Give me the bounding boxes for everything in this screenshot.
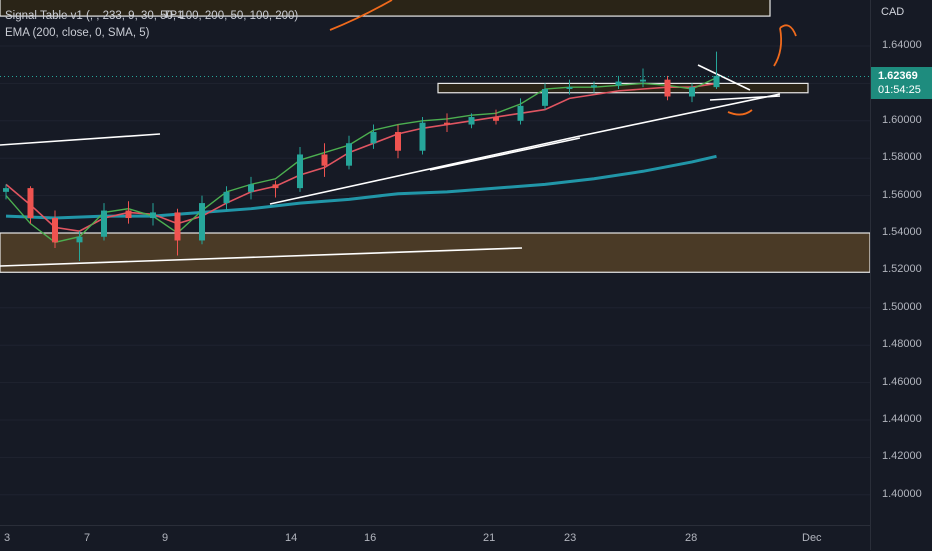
candle-body — [395, 132, 401, 151]
candle-body — [297, 154, 303, 189]
price-tick-label: 1.44000 — [882, 413, 922, 425]
time-tick-label: 7 — [84, 532, 91, 544]
supply-demand-zone — [0, 0, 771, 17]
trendline — [697, 64, 751, 91]
price-tick-label: 1.52000 — [882, 263, 922, 276]
candle-body — [174, 212, 181, 241]
candle-body — [199, 203, 205, 241]
trendline — [0, 247, 523, 267]
candle-body — [101, 210, 107, 237]
price-chart[interactable] — [0, 0, 871, 525]
candle-body — [444, 122, 450, 125]
bar-countdown: 01:54:25 — [878, 84, 921, 96]
candle-body — [664, 79, 671, 97]
candle-body — [3, 188, 9, 192]
supply-demand-zone — [437, 82, 809, 94]
candle-body — [640, 79, 646, 82]
price-tick-label: 1.64000 — [882, 39, 922, 51]
candle-body — [542, 89, 548, 106]
candle-body — [419, 122, 426, 151]
price-tick-label: 1.54000 — [882, 226, 922, 238]
candle-body — [223, 191, 230, 204]
candle-body — [615, 81, 622, 86]
time-axis[interactable]: 3 7 9 14 16 21 23 28 Dec — [0, 525, 870, 551]
ema-red-line — [5, 82, 717, 232]
candle-body — [493, 117, 499, 121]
price-tick-label: 1.48000 — [882, 338, 922, 351]
candle-body — [689, 87, 695, 97]
time-tick-label: Dec — [802, 532, 822, 544]
candle-body — [591, 85, 597, 88]
trendline — [709, 95, 781, 101]
candle-body — [272, 184, 279, 189]
trendline — [579, 93, 781, 137]
price-tick-label: 1.42000 — [882, 450, 922, 463]
supply-demand-zone — [0, 232, 871, 273]
trendline — [429, 137, 581, 171]
price-tick-label: 1.46000 — [882, 375, 922, 388]
candle-body — [370, 132, 377, 144]
current-price: 1.62369 — [878, 70, 918, 82]
candle-body — [52, 218, 58, 243]
price-tick-label: 1.40000 — [882, 487, 922, 500]
signal-table-legend[interactable]: Signal Table v1 (, , 233, 9, 30, 50, 100… — [5, 10, 299, 22]
ema-200-line — [5, 154, 717, 220]
candle-body — [517, 105, 524, 121]
chart-area[interactable]: TP1 Signal Table v1 (, , 233, 9, 30, 50,… — [0, 0, 871, 525]
time-tick-label: 28 — [685, 532, 698, 544]
trendline — [0, 133, 161, 146]
time-tick-label: 3 — [4, 532, 11, 544]
trendline — [269, 135, 581, 205]
tp1-label: TP1 — [163, 9, 184, 21]
annotation-arrow — [329, 0, 393, 31]
ema-green-line — [5, 77, 717, 244]
candle-body — [713, 75, 720, 88]
current-price-badge: 1.62369 01:54:25 — [871, 67, 932, 99]
price-tick-label: 1.50000 — [882, 300, 922, 313]
time-tick-label: 16 — [364, 532, 377, 544]
time-tick-label: 21 — [483, 532, 496, 544]
currency-label: CAD — [881, 6, 905, 18]
candle-body — [76, 236, 83, 243]
price-tick-label: 1.58000 — [882, 151, 922, 164]
annotation-curve-up — [773, 24, 797, 67]
time-tick-label: 23 — [564, 532, 577, 544]
time-tick-label: 9 — [162, 532, 169, 544]
candle-body — [321, 154, 328, 166]
candle-body — [150, 212, 156, 219]
candle-body — [125, 210, 132, 219]
candle-body — [248, 184, 254, 192]
price-tick-label: 1.60000 — [882, 113, 922, 126]
candle-body — [346, 143, 352, 166]
ema-legend[interactable]: EMA (200, close, 0, SMA, 5) — [5, 27, 150, 39]
price-tick-label: 1.56000 — [882, 188, 922, 201]
annotation-curve-low — [727, 109, 753, 116]
candle-body — [468, 117, 475, 125]
time-tick-label: 14 — [285, 532, 298, 544]
candle-body — [27, 188, 34, 219]
candle-body — [566, 87, 573, 90]
